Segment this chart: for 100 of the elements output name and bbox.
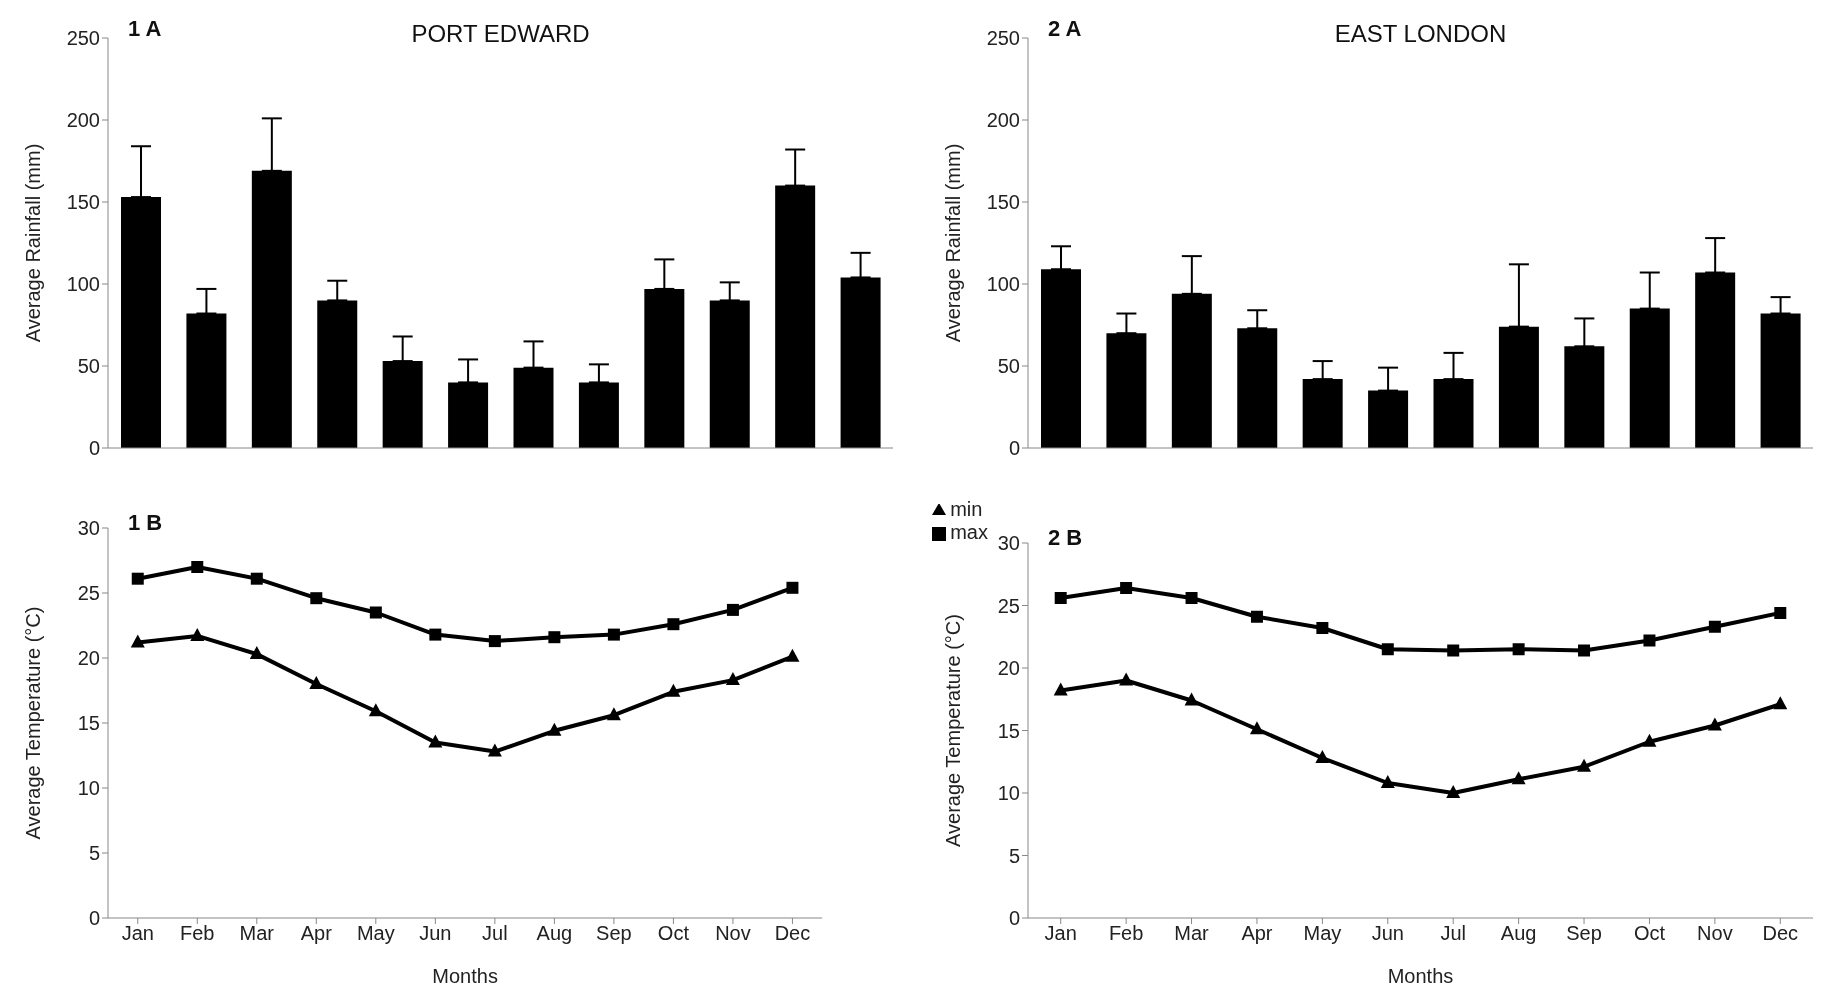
bar bbox=[1760, 313, 1801, 448]
y-tick-label: 0 bbox=[88, 907, 100, 930]
y-tick-label: 150 bbox=[986, 191, 1020, 214]
point bbox=[1707, 717, 1722, 731]
point bbox=[606, 707, 621, 721]
bar bbox=[840, 277, 881, 448]
point bbox=[1642, 733, 1657, 747]
y-tick-label: 50 bbox=[997, 355, 1020, 378]
y-tick-label: 15 bbox=[77, 712, 100, 735]
annotation: 2 A bbox=[1048, 16, 1082, 42]
x-tick-label: Feb bbox=[180, 922, 215, 945]
point bbox=[1053, 682, 1068, 696]
bar bbox=[448, 382, 489, 448]
x-tick-label: Oct bbox=[1633, 922, 1666, 945]
y-tick-label: 25 bbox=[77, 582, 100, 605]
bar bbox=[1106, 333, 1147, 448]
bar bbox=[1368, 390, 1409, 448]
point bbox=[548, 631, 561, 644]
legend-label: min bbox=[950, 498, 983, 520]
y-tick-label: 20 bbox=[997, 657, 1020, 680]
x-tick-label: Sep bbox=[596, 922, 632, 945]
y-tick-label: 150 bbox=[66, 191, 100, 214]
y-axis-title: Average Temperature (°C) bbox=[942, 614, 965, 847]
y-tick-label: 100 bbox=[986, 273, 1020, 296]
point bbox=[1643, 634, 1656, 647]
point bbox=[1185, 592, 1198, 604]
point bbox=[1512, 643, 1525, 656]
x-tick-label: Dec bbox=[1762, 922, 1799, 945]
point bbox=[369, 606, 382, 619]
point bbox=[190, 627, 205, 641]
bar bbox=[1171, 293, 1212, 448]
bar bbox=[317, 300, 358, 448]
x-tick-label: Jan bbox=[1044, 922, 1077, 945]
x-tick-label: Jul bbox=[482, 922, 508, 945]
point bbox=[250, 572, 263, 585]
point bbox=[1578, 644, 1591, 657]
x-tick-label: Jun bbox=[419, 922, 452, 945]
x-tick-label: Sep bbox=[1566, 922, 1602, 945]
point bbox=[726, 603, 739, 616]
x-tick-label: Jan bbox=[121, 922, 154, 945]
point bbox=[1315, 750, 1330, 763]
point bbox=[429, 628, 442, 641]
y-tick-label: 5 bbox=[88, 842, 100, 865]
bar bbox=[1629, 308, 1670, 448]
point bbox=[786, 581, 799, 594]
x-tick-label: May bbox=[356, 922, 395, 945]
y-tick-label: 0 bbox=[1008, 437, 1020, 460]
y-tick-label: 0 bbox=[88, 437, 100, 460]
y-tick-label: 250 bbox=[66, 27, 100, 50]
point bbox=[1511, 771, 1526, 785]
bar bbox=[186, 313, 227, 448]
y-tick-label: 25 bbox=[997, 594, 1020, 617]
x-tick-label: Oct bbox=[657, 922, 690, 945]
point bbox=[1774, 607, 1787, 619]
bar bbox=[513, 367, 554, 448]
x-tick-label: Nov bbox=[715, 922, 751, 945]
y-tick-label: 30 bbox=[997, 532, 1020, 555]
x-tick-label: Nov bbox=[1697, 922, 1733, 945]
point bbox=[1054, 592, 1067, 604]
point bbox=[1184, 692, 1199, 706]
point bbox=[309, 676, 324, 689]
bar bbox=[1237, 328, 1278, 448]
x-tick-label: Aug bbox=[536, 922, 573, 945]
y-axis-title: Average Rainfall (mm) bbox=[22, 143, 45, 343]
bar bbox=[1498, 326, 1539, 448]
bar bbox=[1695, 272, 1736, 448]
y-tick-label: 200 bbox=[66, 109, 100, 132]
annotation: 2 B bbox=[1048, 525, 1083, 551]
point bbox=[130, 634, 145, 648]
point bbox=[487, 743, 502, 757]
point bbox=[191, 561, 204, 573]
bar bbox=[121, 197, 161, 448]
point bbox=[1447, 644, 1460, 657]
y-tick-label: 10 bbox=[77, 777, 100, 800]
y-tick-label: 5 bbox=[1008, 844, 1020, 867]
x-tick-label: Mar bbox=[239, 922, 275, 945]
x-tick-label: Apr bbox=[1241, 922, 1273, 945]
y-tick-label: 30 bbox=[77, 517, 100, 540]
point bbox=[607, 628, 620, 641]
point bbox=[1120, 582, 1133, 594]
point bbox=[1577, 758, 1592, 772]
y-tick-label: 20 bbox=[77, 647, 100, 670]
bar bbox=[775, 185, 816, 448]
y-tick-label: 0 bbox=[1008, 907, 1020, 930]
chart-title: PORT EDWARD bbox=[411, 20, 590, 47]
bar bbox=[644, 288, 685, 448]
x-tick-label: Apr bbox=[300, 922, 333, 945]
point bbox=[1380, 775, 1395, 788]
bar bbox=[1041, 269, 1081, 448]
bar bbox=[1302, 379, 1343, 448]
point bbox=[1446, 785, 1461, 798]
y-axis-title: Average Rainfall (mm) bbox=[942, 143, 965, 343]
point bbox=[1381, 643, 1394, 656]
point bbox=[547, 722, 562, 736]
y-tick-label: 15 bbox=[997, 719, 1020, 742]
legend-label: max bbox=[950, 521, 988, 543]
bar bbox=[578, 382, 619, 448]
x-tick-label: Mar bbox=[1174, 922, 1210, 945]
point bbox=[725, 672, 740, 686]
point bbox=[1773, 696, 1788, 710]
